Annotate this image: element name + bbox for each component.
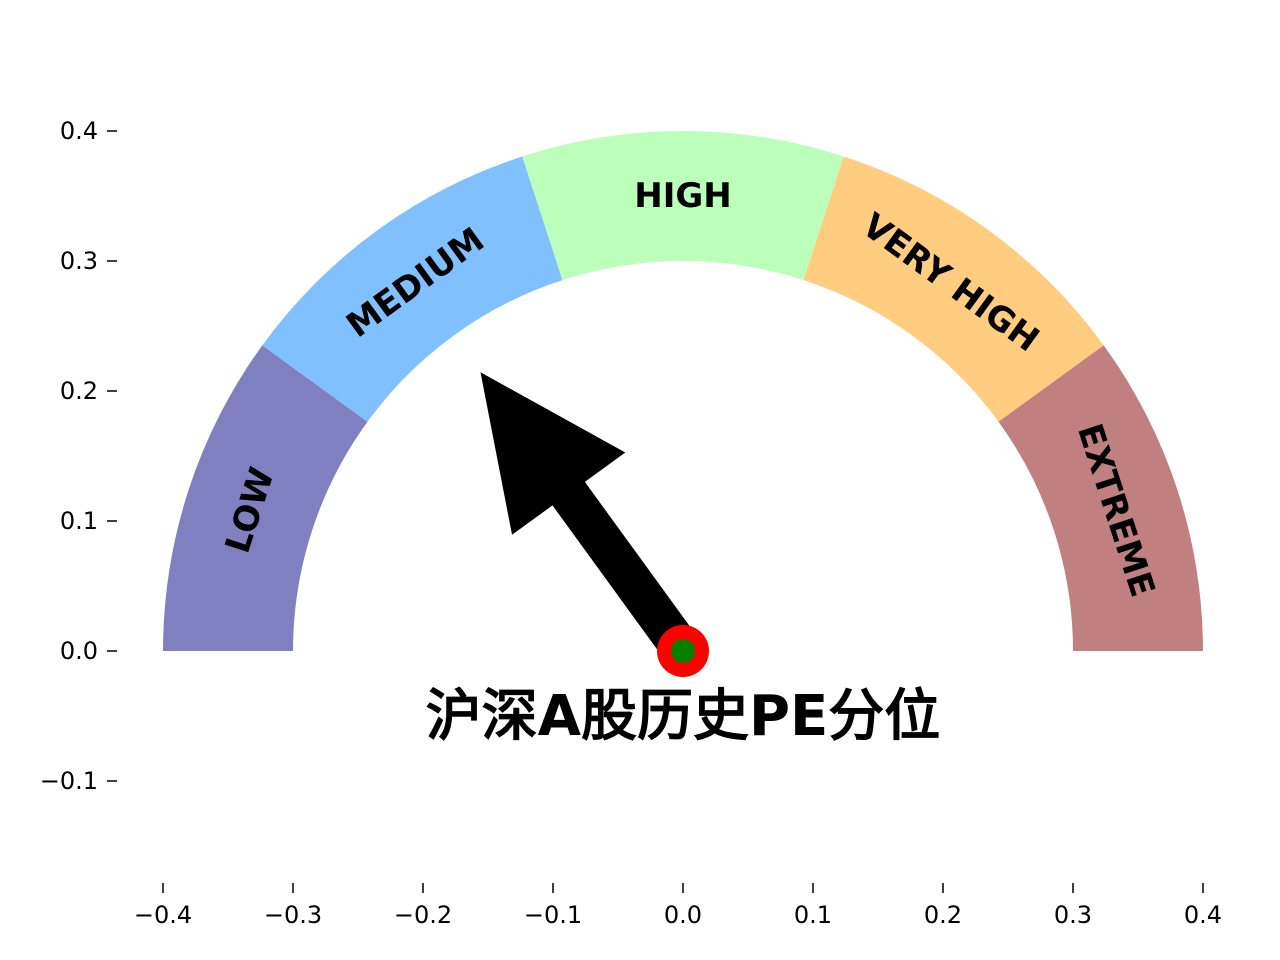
y-tick-label: −0.1 xyxy=(40,767,98,795)
y-tick-label: 0.0 xyxy=(60,637,98,665)
x-tick-label: 0.3 xyxy=(1054,901,1092,929)
x-tick-label: −0.2 xyxy=(394,901,452,929)
y-tick-label: 0.3 xyxy=(60,247,98,275)
gauge-band-extreme xyxy=(998,345,1203,651)
gauge-needle xyxy=(480,372,700,663)
x-tick-label: −0.4 xyxy=(134,901,192,929)
x-axis: −0.4 −0.3 −0.2 −0.1 0.0 0.1 0.2 0.3 0.4 xyxy=(134,883,1222,929)
gauge-title: 沪深A股历史PE分位 xyxy=(426,684,941,749)
y-tick-label: 0.4 xyxy=(60,117,98,145)
gauge-band-low xyxy=(163,345,368,651)
gauge-band-high xyxy=(522,131,844,281)
x-tick-label: 0.2 xyxy=(924,901,962,929)
y-tick-label: 0.1 xyxy=(60,507,98,535)
band-label-high: HIGH xyxy=(634,176,731,216)
gauge-band-medium xyxy=(262,156,563,422)
gauge-bands xyxy=(163,131,1203,651)
y-tick-label: 0.2 xyxy=(60,377,98,405)
gauge-band-very-high xyxy=(803,156,1104,422)
x-tick-label: −0.3 xyxy=(264,901,322,929)
gauge-hub-inner xyxy=(671,639,695,663)
x-tick-label: 0.1 xyxy=(794,901,832,929)
x-tick-label: −0.1 xyxy=(524,901,582,929)
y-axis: −0.1 0.0 0.1 0.2 0.3 0.4 xyxy=(40,117,117,795)
x-tick-label: 0.0 xyxy=(664,901,702,929)
gauge-needle-layer xyxy=(480,372,709,677)
x-tick-label: 0.4 xyxy=(1184,901,1222,929)
